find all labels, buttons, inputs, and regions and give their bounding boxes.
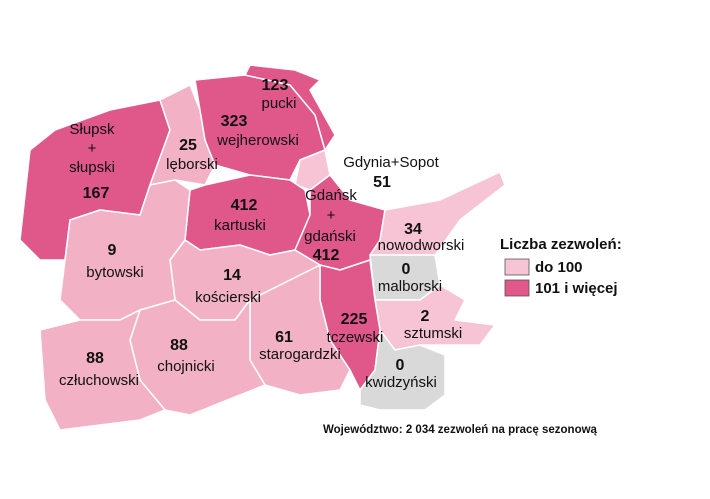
region bbox=[39, 309, 166, 431]
footer: Województwo: 2 034 zezwoleń na pracę sez… bbox=[323, 424, 598, 436]
region bbox=[369, 171, 506, 256]
region-value: 2 bbox=[421, 308, 430, 325]
region-name: kartuski bbox=[214, 217, 266, 234]
region-value: 412 bbox=[313, 247, 340, 264]
region-value: 123 bbox=[262, 77, 289, 94]
region-value: 51 bbox=[373, 174, 391, 191]
region-value: 167 bbox=[83, 185, 110, 202]
region-name: nowodworski bbox=[378, 237, 465, 254]
region-name: wejherowski bbox=[216, 132, 299, 149]
region-name: gdański bbox=[304, 228, 356, 245]
region-name: tczewski bbox=[327, 329, 384, 346]
region-name: pucki bbox=[261, 95, 296, 112]
region-name: człuchowski bbox=[59, 372, 139, 389]
legend-label: do 100 bbox=[535, 259, 583, 276]
region-value: 0 bbox=[396, 357, 405, 374]
legend-title: Liczba zezwoleń: bbox=[500, 236, 622, 253]
region-name: starogardzki bbox=[259, 346, 341, 363]
region-value: 225 bbox=[341, 311, 368, 328]
region-value: 14 bbox=[223, 267, 241, 284]
region-name: lęborski bbox=[166, 156, 218, 173]
legend-swatch bbox=[504, 258, 530, 276]
region-name: chojnicki bbox=[157, 358, 215, 375]
region-name: Słupsk bbox=[69, 121, 115, 138]
region-name: bytowski bbox=[86, 264, 144, 281]
region-name: + bbox=[88, 140, 97, 157]
region bbox=[359, 329, 446, 411]
region-name: Gdynia+Sopot bbox=[343, 154, 439, 171]
region-value: 88 bbox=[86, 350, 104, 367]
legend-swatch bbox=[504, 279, 530, 297]
region-name: słupski bbox=[69, 159, 115, 176]
region-value: 323 bbox=[221, 113, 248, 130]
legend-label: 101 i więcej bbox=[535, 280, 618, 297]
region-value: 9 bbox=[108, 242, 117, 259]
region-name: kwidzyński bbox=[365, 374, 437, 391]
region-name: sztumski bbox=[404, 325, 462, 342]
region-name: malborski bbox=[378, 278, 442, 295]
region-value: 412 bbox=[231, 197, 258, 214]
region-name: kościerski bbox=[195, 289, 261, 306]
region-value: 25 bbox=[179, 137, 197, 154]
region-value: 88 bbox=[170, 337, 188, 354]
region bbox=[184, 174, 311, 256]
region-value: 61 bbox=[275, 329, 293, 346]
region-value: 0 bbox=[402, 261, 411, 278]
region-value: 34 bbox=[404, 221, 422, 238]
region bbox=[244, 64, 336, 151]
regions bbox=[19, 64, 506, 431]
region-name: Gdańsk bbox=[305, 187, 357, 204]
region-name: + bbox=[327, 207, 336, 224]
labels: Słupsk + słupski 167 25 lęborski 323 wej… bbox=[59, 77, 464, 391]
legend: Liczba zezwoleń: do 100 101 i więcej bbox=[500, 236, 622, 297]
